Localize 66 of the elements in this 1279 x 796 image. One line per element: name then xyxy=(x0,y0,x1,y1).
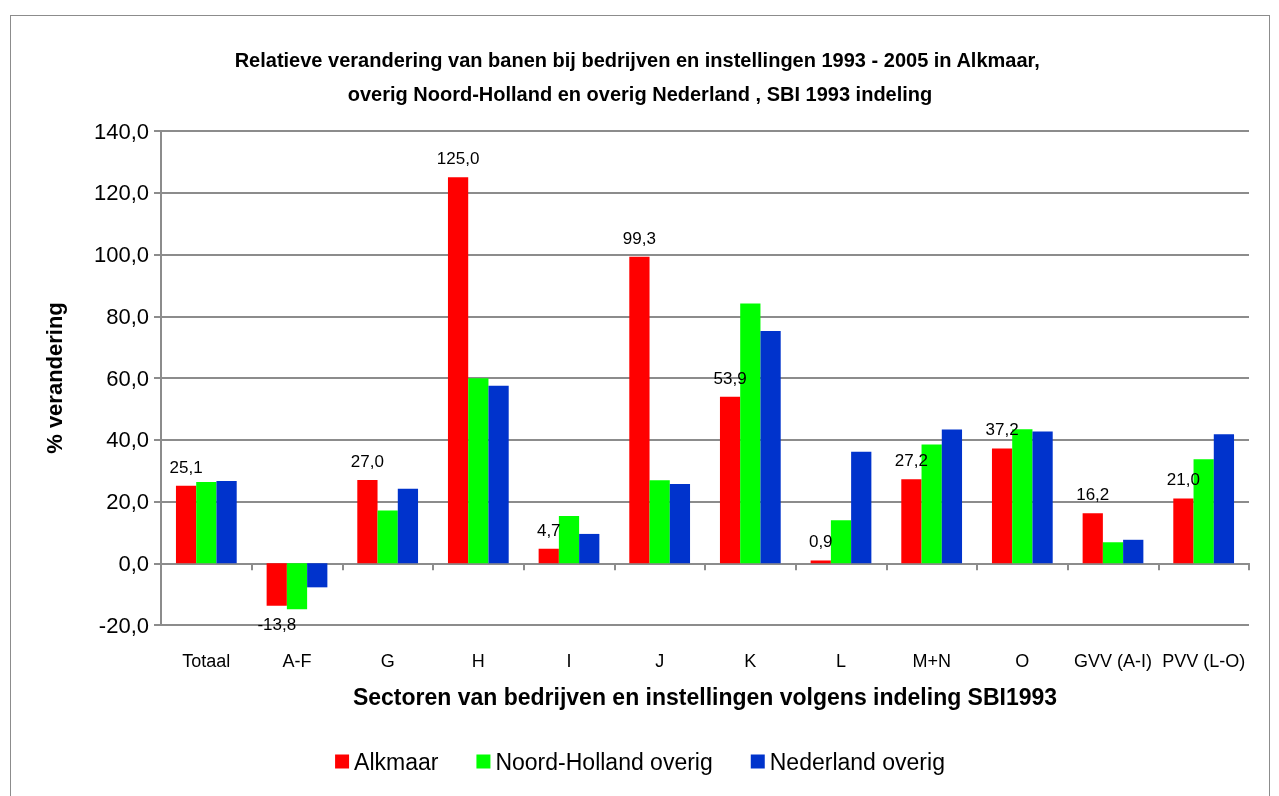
data-label: 25,1 xyxy=(169,457,203,477)
y-tick-label: 20,0 xyxy=(106,489,149,514)
bar xyxy=(830,520,852,564)
y-tick-label: 80,0 xyxy=(106,303,149,329)
data-label: 37,2 xyxy=(985,420,1019,440)
x-tick-label: H xyxy=(471,651,485,671)
bar xyxy=(719,396,741,564)
y-tick-label: 140,0 xyxy=(93,118,149,144)
bar xyxy=(468,378,489,564)
x-tick-label: A-F xyxy=(282,651,312,671)
bar xyxy=(216,481,237,564)
bar xyxy=(357,479,378,564)
legend-label: Noord-Holland overig xyxy=(495,748,713,775)
bar xyxy=(397,488,419,564)
bar xyxy=(175,485,197,564)
y-tick-label: 60,0 xyxy=(106,365,149,391)
legend-label: Alkmaar xyxy=(354,748,439,775)
bar xyxy=(1123,539,1144,564)
bar xyxy=(1102,542,1124,564)
data-label: 16,2 xyxy=(1076,485,1110,505)
x-tick-label: Totaal xyxy=(182,651,231,671)
x-tick-label: G xyxy=(380,651,395,671)
bar xyxy=(1173,498,1194,564)
y-tick-label: 40,0 xyxy=(106,427,149,453)
y-tick-label: -20,0 xyxy=(98,612,149,638)
bar xyxy=(649,480,670,564)
bar xyxy=(851,451,872,564)
x-tick-label: L xyxy=(835,651,847,671)
chart-title: Relatieve verandering van banen bij bedrijven en instellingen 1993 - 2005 in Alkmaar, overig Noord-Holland en overig Nederland , SBI 1993 indeling xyxy=(234,49,1046,105)
bar xyxy=(1082,513,1103,564)
bar xyxy=(991,448,1013,564)
bar xyxy=(579,533,600,564)
bar xyxy=(538,548,559,564)
data-label: -13,8 xyxy=(257,614,297,634)
x-tick-label: M+N xyxy=(912,651,951,671)
data-label: 125,0 xyxy=(436,149,480,169)
bar xyxy=(760,331,781,564)
x-tick-label: J xyxy=(655,651,665,671)
x-tick-label: K xyxy=(744,651,757,671)
y-tick-label: 0,0 xyxy=(118,550,149,576)
legend-label: Nederland overig xyxy=(769,748,945,775)
y-axis-title: % verandering xyxy=(41,302,67,454)
x-tick-label: GVV (A-I) xyxy=(1073,651,1153,671)
bar xyxy=(286,563,308,610)
x-tick-label: I xyxy=(566,651,572,671)
x-axis-title: Sectoren van bedrijven en instellingen volgens indeling SBI1993 xyxy=(352,683,1058,710)
bar xyxy=(558,516,580,564)
bar xyxy=(1213,434,1235,564)
bar xyxy=(447,177,469,564)
bar xyxy=(1032,431,1053,564)
y-tick-label: 100,0 xyxy=(93,242,149,267)
bar xyxy=(307,563,328,588)
bar xyxy=(266,563,287,606)
bar xyxy=(196,482,217,564)
bar xyxy=(488,385,509,564)
x-tick-label: O xyxy=(1015,651,1030,671)
bar xyxy=(629,256,650,564)
bar xyxy=(901,479,922,564)
data-label: 99,3 xyxy=(622,228,656,248)
x-tick-label: PVV (L-O) xyxy=(1162,651,1246,671)
bar xyxy=(377,510,398,564)
data-label: 27,0 xyxy=(350,451,384,471)
bar xyxy=(810,560,831,564)
bar xyxy=(669,483,691,564)
y-tick-label: 120,0 xyxy=(93,180,149,206)
bar xyxy=(941,429,963,564)
